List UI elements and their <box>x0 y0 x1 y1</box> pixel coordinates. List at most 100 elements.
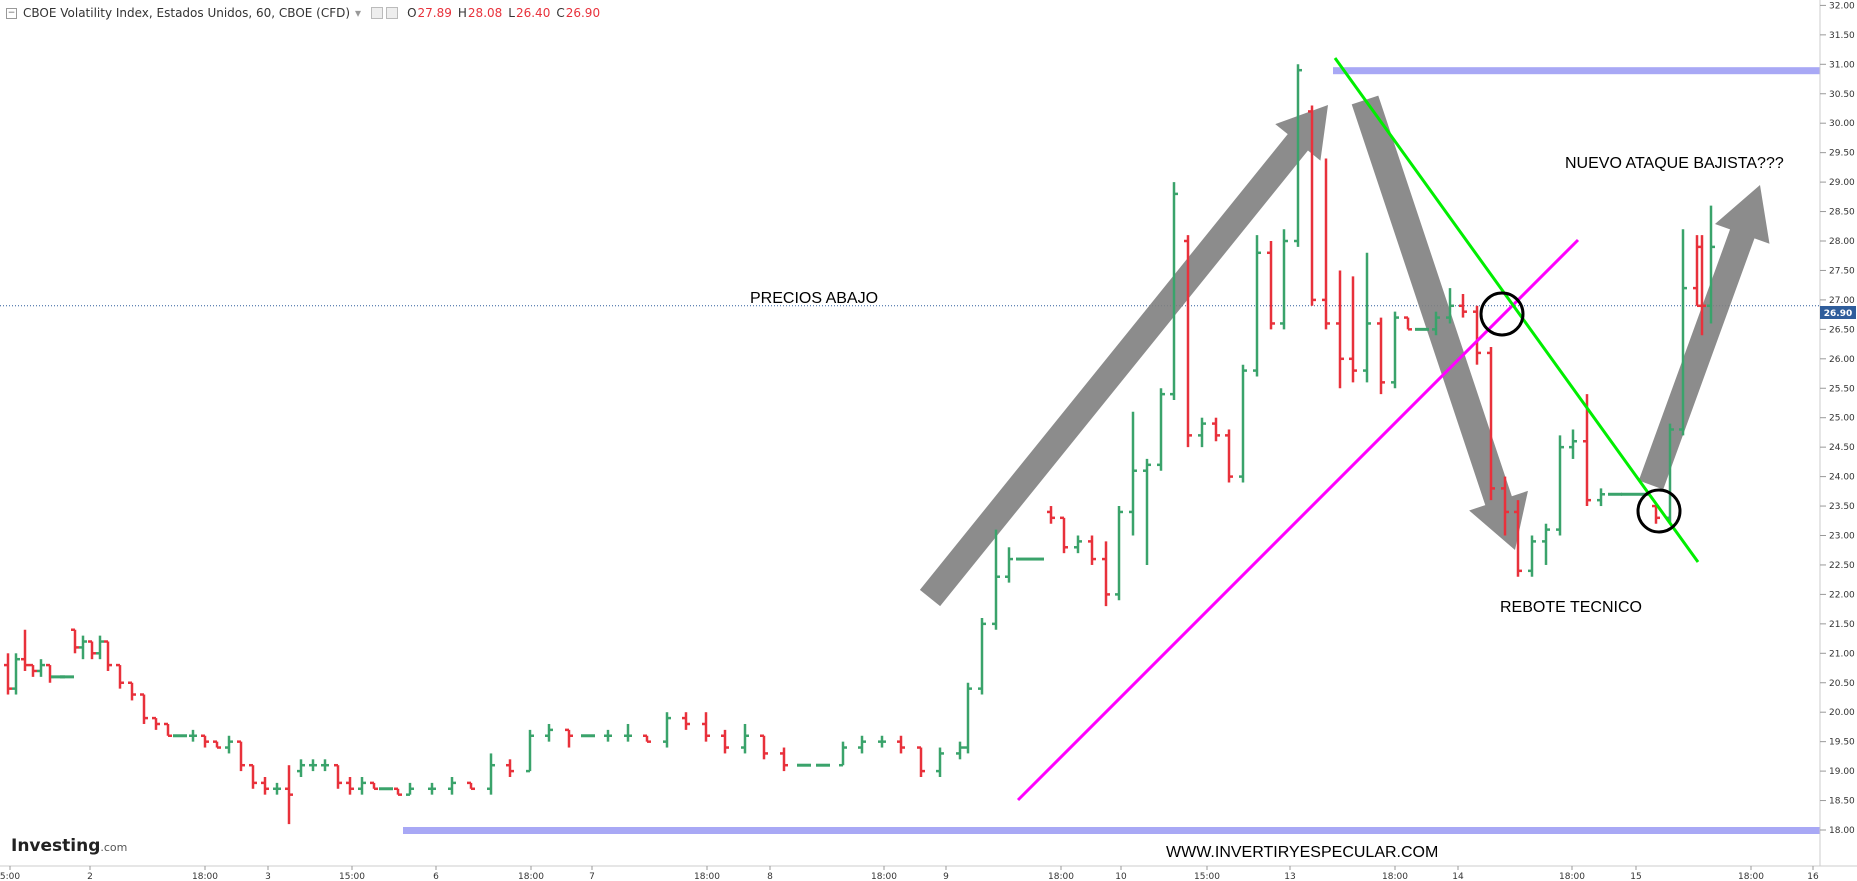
candle <box>164 722 172 738</box>
candle <box>152 716 160 730</box>
candle <box>1363 252 1371 383</box>
candle <box>1501 476 1509 536</box>
y-tick-label: 28.50 <box>1829 208 1855 218</box>
candle <box>487 753 495 795</box>
x-tick-label: 18:00 <box>192 872 218 881</box>
candle <box>1487 347 1495 501</box>
candle <box>858 735 866 754</box>
candle <box>201 734 209 748</box>
y-tick-label: 27.00 <box>1829 296 1855 306</box>
last-price-tag: 26.90 <box>1820 306 1856 319</box>
candle <box>1597 488 1605 507</box>
x-tick-label: 18:00 <box>1738 872 1764 881</box>
candle <box>1267 241 1275 330</box>
candle <box>1336 270 1344 389</box>
x-tick-label: 16 <box>1807 872 1819 881</box>
candle <box>741 723 749 754</box>
y-tick-label: 22.00 <box>1829 590 1855 600</box>
open-label: O <box>407 6 417 20</box>
annotation-website: WWW.INVERTIRYESPECULAR.COM <box>1166 844 1438 861</box>
candle <box>760 734 768 760</box>
candle <box>978 617 986 695</box>
y-tick-label: 20.50 <box>1829 679 1855 689</box>
candle <box>1349 276 1357 383</box>
candle <box>321 759 329 772</box>
y-tick-label: 29.50 <box>1829 149 1855 159</box>
y-tick-label: 26.00 <box>1829 355 1855 365</box>
candle <box>1005 547 1013 583</box>
candle <box>358 776 366 795</box>
y-tick-label: 22.50 <box>1829 561 1855 571</box>
x-tick-label: 3 <box>265 872 271 881</box>
candle <box>273 782 281 795</box>
x-tick-label: 15:00 <box>339 872 365 881</box>
collapse-icon[interactable]: − <box>6 7 17 19</box>
close-icon[interactable] <box>386 7 399 19</box>
x-tick-label: 13 <box>1284 872 1295 881</box>
open-value: 27.89 <box>417 6 452 20</box>
candle <box>29 663 37 677</box>
y-tick-label: 21.00 <box>1829 649 1855 659</box>
y-tick-label: 18.50 <box>1829 797 1855 807</box>
candle <box>1280 229 1288 330</box>
candle <box>1047 506 1055 524</box>
annotation-nuevo-ataque: NUEVO ATAQUE BAJISTA??? <box>1565 155 1784 172</box>
x-tick-label: 14 <box>1452 872 1464 881</box>
svg-text:26.90: 26.90 <box>1824 309 1852 319</box>
candle <box>663 712 671 748</box>
candle <box>604 729 612 742</box>
y-tick-label: 25.00 <box>1829 414 1855 424</box>
instrument-title: CBOE Volatility Index, Estados Unidos, 6… <box>23 6 351 20</box>
x-tick-label: 15 <box>1630 872 1641 881</box>
candle <box>394 787 402 796</box>
candle <box>1391 311 1399 389</box>
y-tick-label: 32.00 <box>1829 1 1855 11</box>
x-tick-label: 8 <box>767 872 773 881</box>
chart-header: − CBOE Volatility Index, Estados Unidos,… <box>0 0 600 26</box>
candle <box>428 782 436 795</box>
candle <box>297 759 305 777</box>
candle <box>1377 317 1385 395</box>
investing-logo: Investing.com <box>11 836 128 856</box>
candle <box>964 682 972 754</box>
chevron-down-icon[interactable]: ▾ <box>355 6 362 20</box>
y-tick-label: 24.00 <box>1829 473 1855 483</box>
candle <box>545 723 553 742</box>
x-tick-label: 9 <box>943 872 949 881</box>
candle <box>1404 316 1412 331</box>
candle <box>1446 288 1454 324</box>
candle <box>1253 235 1261 377</box>
y-tick-label: 23.50 <box>1829 502 1855 512</box>
candle <box>1170 182 1178 401</box>
candle <box>1707 205 1715 324</box>
y-tick-label: 31.00 <box>1829 60 1855 70</box>
trend-arrow <box>919 105 1328 607</box>
annotation-precios-abajo: PRECIOS ABAJO <box>750 290 878 307</box>
candle <box>1088 535 1096 565</box>
candle <box>1652 504 1660 524</box>
x-tick-label: 15:00 <box>1194 872 1220 881</box>
x-tick-label: 18:00 <box>518 872 544 881</box>
candle <box>225 735 233 754</box>
candle <box>682 712 690 730</box>
candle <box>261 776 269 795</box>
candle <box>1583 394 1591 507</box>
candle <box>1184 235 1192 448</box>
candle <box>624 723 632 742</box>
candle <box>96 635 104 660</box>
y-tick-label: 19.50 <box>1829 738 1855 748</box>
support-level-band <box>403 827 1820 834</box>
candle <box>346 776 354 795</box>
candle <box>1528 535 1536 577</box>
candle <box>565 728 573 748</box>
high-value: 28.08 <box>467 6 503 20</box>
support-resistance-levels <box>0 67 1820 834</box>
resistance-level-band <box>1333 67 1820 75</box>
settings-icon[interactable] <box>371 7 384 19</box>
candle <box>104 640 112 671</box>
candle <box>1198 417 1206 448</box>
candle <box>839 741 847 767</box>
candle <box>1060 516 1068 554</box>
trend-arrows <box>919 95 1770 607</box>
